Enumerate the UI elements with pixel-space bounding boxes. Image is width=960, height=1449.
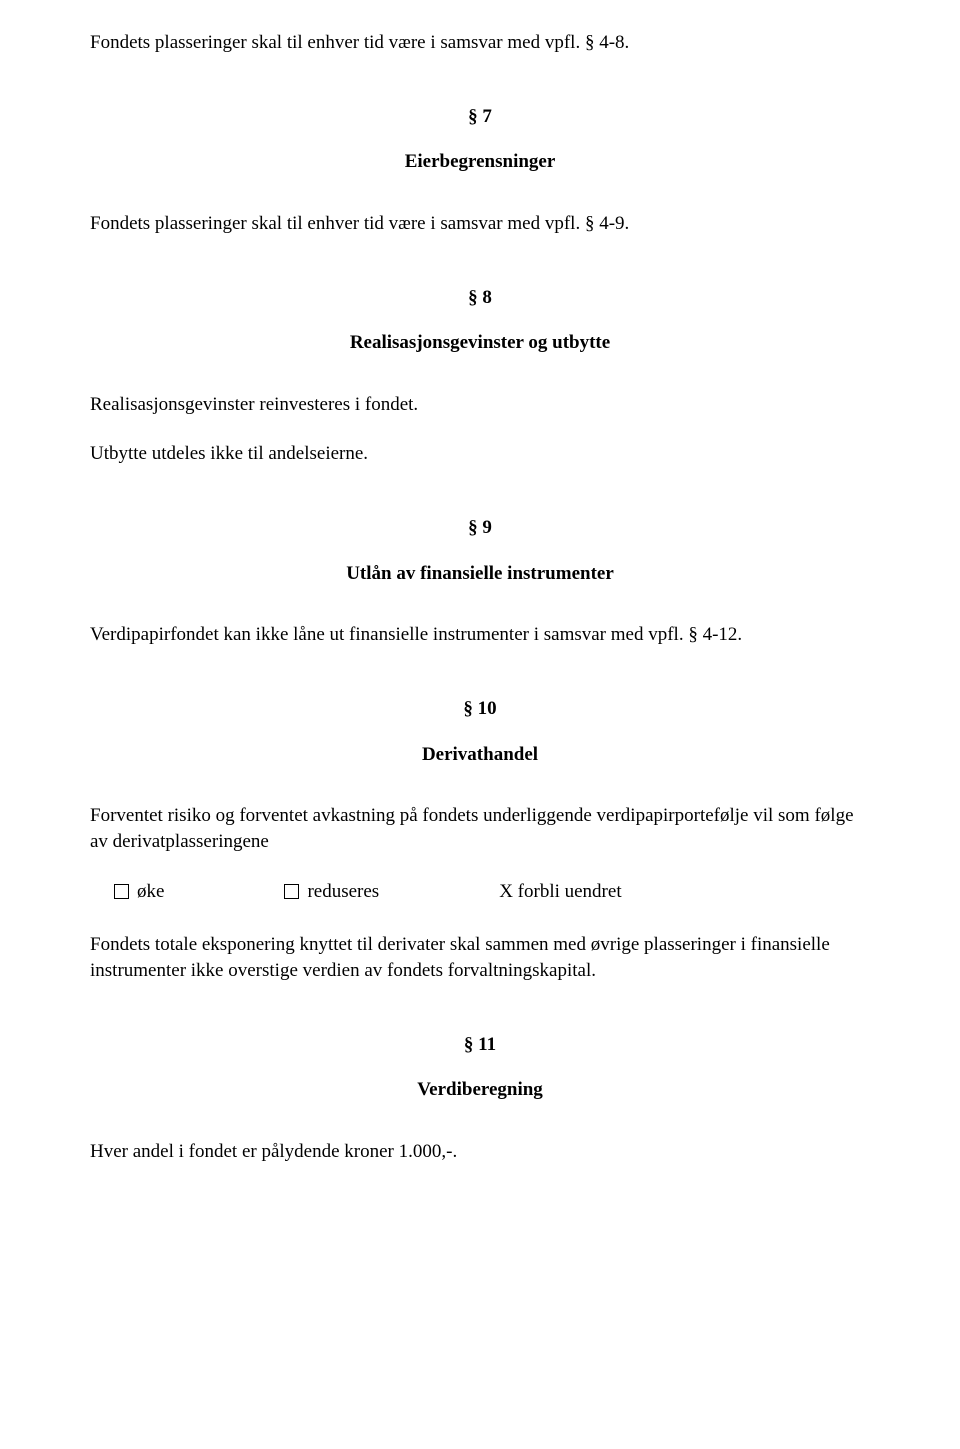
option-increase-label: øke [137,879,164,905]
section-11-paragraph-1: Hver andel i fondet er pålydende kroner … [90,1139,870,1165]
section-8-title: Realisasjonsgevinster og utbytte [90,330,870,356]
section-7-number: § 7 [90,104,870,130]
intro-paragraph: Fondets plasseringer skal til enhver tid… [90,30,870,56]
section-10-number: § 10 [90,696,870,722]
section-8-paragraph-1: Realisasjonsgevinster reinvesteres i fon… [90,392,870,418]
section-9-paragraph-1: Verdipapirfondet kan ikke låne ut finans… [90,622,870,648]
section-9-title: Utlån av finansielle instrumenter [90,561,870,587]
section-8-paragraph-2: Utbytte utdeles ikke til andelseierne. [90,441,870,467]
section-11-title: Verdiberegning [90,1077,870,1103]
section-10-paragraph-2: Fondets totale eksponering knyttet til d… [90,932,870,983]
option-row: øke reduseres X forbli uendret [90,879,870,905]
option-reduce: reduseres [284,879,379,905]
checkbox-icon [284,884,299,899]
section-10-paragraph-1: Forventet risiko og forventet avkastning… [90,803,870,854]
option-reduce-label: reduseres [307,879,379,905]
section-7-paragraph-1: Fondets plasseringer skal til enhver tid… [90,211,870,237]
section-7-title: Eierbegrensninger [90,149,870,175]
section-10-title: Derivathandel [90,742,870,768]
section-9-number: § 9 [90,515,870,541]
option-unchanged: X forbli uendret [499,879,621,905]
section-11-number: § 11 [90,1032,870,1058]
option-unchanged-label: X forbli uendret [499,879,621,905]
option-increase: øke [114,879,164,905]
section-8-number: § 8 [90,285,870,311]
checkbox-icon [114,884,129,899]
